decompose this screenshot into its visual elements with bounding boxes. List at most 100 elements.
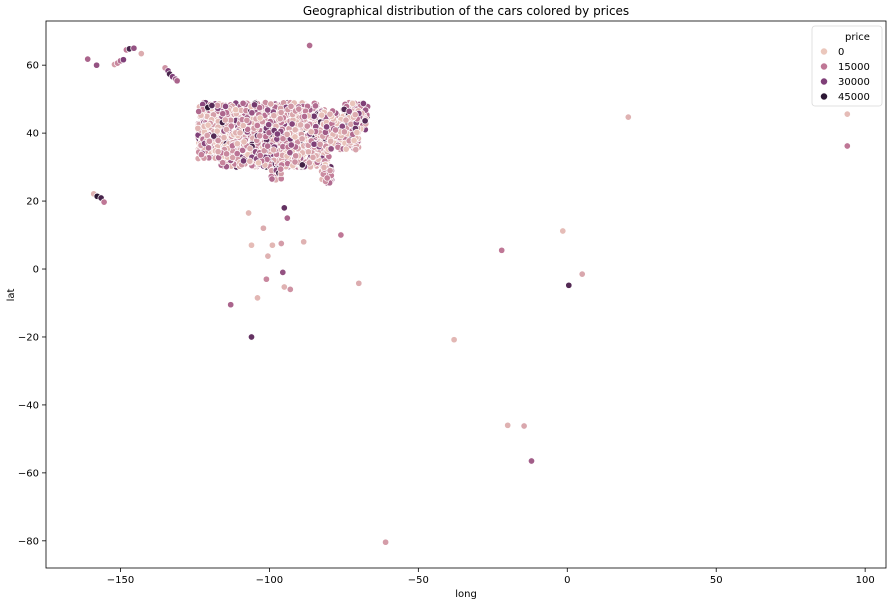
data-point [578, 270, 586, 278]
mainland-point [283, 130, 291, 138]
mainland-point [214, 136, 222, 145]
mainland-point [300, 112, 309, 121]
mainland-point [304, 148, 312, 156]
mainland-point [349, 99, 357, 108]
data-point [559, 227, 567, 235]
mainland-point [270, 146, 278, 154]
mainland-point [318, 111, 326, 119]
mainland-point [227, 122, 235, 130]
data-point [355, 279, 363, 287]
data-point [268, 241, 276, 249]
mainland-point [222, 125, 230, 133]
mainland-point [309, 153, 317, 161]
data-point [382, 538, 390, 546]
mainland-point [213, 127, 221, 135]
points-layer [84, 41, 851, 546]
mainland-point [223, 150, 231, 158]
mainland-point [264, 142, 272, 150]
chart-title: Geographical distribution of the cars co… [303, 4, 629, 18]
data-point [93, 61, 101, 69]
mainland-point [254, 159, 263, 167]
mainland-point [229, 153, 237, 162]
x-tick-label: −100 [256, 575, 283, 586]
data-point [280, 283, 288, 291]
mainland-point [276, 115, 284, 123]
mainland-point [239, 146, 247, 154]
y-tick-label: 60 [26, 61, 39, 72]
mainland-point [273, 130, 281, 138]
mainland-point [316, 140, 324, 148]
mainland-point [305, 159, 313, 167]
mainland-point [195, 107, 203, 116]
data-point [137, 50, 145, 58]
data-point [843, 142, 851, 150]
mainland-point [233, 140, 241, 148]
legend-label: 15000 [838, 62, 870, 73]
mainland-point [239, 157, 248, 165]
mainland-point [256, 132, 264, 140]
mainland-point [210, 132, 218, 140]
x-tick-label: 100 [856, 575, 875, 586]
mainland-point [205, 137, 213, 145]
mainland-point [277, 108, 285, 117]
mainland-point [297, 121, 305, 129]
mainland-point [350, 136, 358, 145]
mainland-point [240, 138, 248, 146]
mainland-point [310, 140, 318, 148]
legend-title: price [845, 32, 870, 43]
x-tick-label: −50 [408, 575, 429, 586]
mainland-point [194, 124, 202, 132]
mainland-point [303, 122, 311, 130]
mainland-point [248, 109, 256, 117]
mainland-point [351, 111, 359, 119]
data-point [247, 241, 256, 249]
data-point [520, 422, 528, 430]
data-point [277, 239, 285, 248]
mainland-point [323, 123, 331, 131]
y-axis-ticks: −80 −60 −40 −20 0 20 40 60 [18, 61, 46, 547]
mainland-point [292, 152, 300, 160]
data-point [100, 198, 108, 206]
mainland-point [246, 144, 254, 153]
mainland-point [291, 158, 299, 166]
mainland-point [327, 137, 335, 145]
y-tick-label: −20 [18, 332, 39, 343]
mainland-point [340, 128, 348, 136]
data-point [624, 113, 632, 121]
mainland-point [331, 126, 340, 134]
mainland-point [277, 165, 285, 173]
y-axis-label: lat [6, 289, 17, 302]
data-point [259, 224, 267, 232]
mainland-point [352, 146, 360, 154]
data-point [306, 41, 314, 50]
mainland-point [326, 110, 334, 118]
mainland-point [327, 145, 335, 153]
data-point [527, 457, 536, 465]
data-point [264, 252, 272, 260]
mainland-point [221, 116, 229, 124]
data-point [247, 333, 256, 341]
mainland-point [233, 150, 241, 158]
mainland-point [268, 175, 276, 183]
x-tick-label: 0 [564, 575, 570, 586]
data-point [245, 209, 253, 217]
legend-marker [820, 62, 828, 71]
y-tick-label: −60 [18, 468, 39, 479]
data-point [283, 214, 291, 222]
data-point [286, 285, 294, 293]
data-point [450, 336, 458, 344]
x-axis-label: long [455, 589, 477, 600]
mainland-point [311, 102, 320, 110]
mainland-point [236, 129, 244, 137]
mainland-point [323, 174, 331, 182]
data-point [337, 231, 345, 239]
data-point [227, 301, 235, 309]
mainland-point [353, 128, 361, 136]
data-point [300, 238, 308, 246]
mainland-point [320, 163, 328, 172]
mainland-point [267, 100, 275, 108]
mainland-point [250, 101, 259, 109]
data-point [280, 204, 288, 212]
mainland-point [208, 101, 216, 110]
